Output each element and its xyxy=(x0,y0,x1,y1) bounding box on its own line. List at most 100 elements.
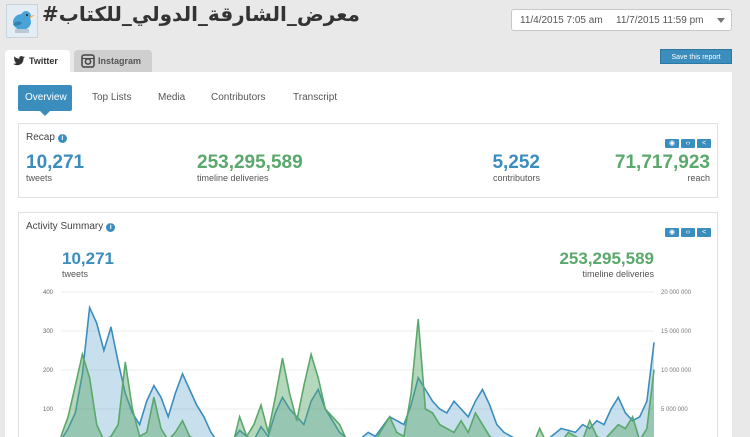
data-point xyxy=(553,433,555,435)
subtab-overview[interactable]: Overview xyxy=(18,85,72,116)
data-point xyxy=(539,427,541,430)
chevron-down-icon[interactable] xyxy=(717,18,725,23)
data-point xyxy=(196,404,198,406)
data-point xyxy=(67,427,69,430)
data-point xyxy=(74,385,76,387)
y-left-tick-label: 300 xyxy=(43,329,54,335)
series-line-tweets xyxy=(62,304,655,437)
data-point xyxy=(153,396,155,398)
data-point xyxy=(174,431,176,433)
data-point xyxy=(339,424,341,426)
data-point xyxy=(424,408,426,410)
data-point xyxy=(67,416,69,418)
data-point xyxy=(446,427,448,430)
data-point xyxy=(274,412,276,414)
twitter-bird-icon xyxy=(13,56,25,66)
date-start: 11/4/2015 7:05 am xyxy=(520,15,603,26)
data-point xyxy=(446,412,448,414)
recap-metric-timeline-deliveries: 253,295,589 timeline deliveries xyxy=(197,152,303,184)
code-icon[interactable]: ‹› xyxy=(681,139,695,148)
data-point xyxy=(617,396,619,398)
data-point xyxy=(646,400,648,402)
metric-label: reach xyxy=(687,173,710,183)
share-icon[interactable]: < xyxy=(697,228,711,237)
metric-label: contributors xyxy=(492,173,540,183)
data-point xyxy=(153,385,155,387)
data-point xyxy=(460,408,462,410)
recap-card: Recap i ◉ ‹› < 10,271 tweets 253,295,589 ti… xyxy=(18,123,718,198)
data-point xyxy=(160,427,162,430)
data-point xyxy=(410,392,412,394)
page-title: #معرض_الشارقة_الدولي_للكتاب xyxy=(42,2,360,26)
info-icon[interactable]: i xyxy=(106,223,116,232)
subtab-transcript[interactable]: Transcript xyxy=(293,92,338,103)
data-point xyxy=(103,349,105,352)
data-point xyxy=(96,424,98,426)
eye-icon[interactable]: ◉ xyxy=(665,139,679,148)
eye-icon[interactable]: ◉ xyxy=(665,228,679,237)
data-point xyxy=(639,416,641,418)
data-point xyxy=(574,431,577,433)
recap-actions: ◉ ‹› < xyxy=(663,132,711,150)
data-point xyxy=(303,424,305,426)
data-point xyxy=(582,424,584,426)
y-right-tick-label: 15 000 000 xyxy=(661,329,692,335)
y-right-tick-label: 10 000 000 xyxy=(661,368,692,374)
data-point xyxy=(467,431,469,433)
tab-instagram[interactable]: Instagram xyxy=(74,50,152,72)
activity-actions: ◉ ‹› < xyxy=(663,221,711,239)
data-point xyxy=(589,427,591,430)
subtab-top-lists[interactable]: Top Lists xyxy=(92,92,132,103)
subtab-media[interactable]: Media xyxy=(158,92,186,103)
series-line-timeline-deliveries xyxy=(60,319,655,437)
data-point xyxy=(189,388,191,391)
data-point xyxy=(467,416,469,418)
data-point xyxy=(431,400,434,402)
data-point xyxy=(381,427,384,430)
metric-label: timeline deliveries xyxy=(582,269,654,279)
tab-twitter-label: Twitter xyxy=(29,56,58,66)
data-point xyxy=(89,377,91,379)
date-range-picker[interactable]: 11/4/2015 7:05 am 11/7/2015 11:59 pm xyxy=(511,9,732,31)
metric-value: 253,295,589 xyxy=(197,152,303,173)
data-point xyxy=(239,416,241,418)
recap-metric-reach: 71,717,923 reach xyxy=(615,153,710,184)
subtab-contributors[interactable]: Contributors xyxy=(211,92,266,103)
tab-twitter[interactable]: Twitter xyxy=(5,50,70,72)
data-point xyxy=(489,404,491,406)
activity-summary-card: Activity Summary i ◉ ‹› < 10,271 tweets 253… xyxy=(18,212,718,437)
data-point xyxy=(303,385,305,387)
data-point xyxy=(203,416,205,418)
data-point xyxy=(560,427,562,430)
data-point xyxy=(474,412,476,414)
metric-value: 10,271 xyxy=(26,152,85,173)
data-point xyxy=(281,396,284,398)
metric-value: 253,295,589 xyxy=(559,249,654,268)
data-point xyxy=(317,377,319,379)
hashtag-avatar xyxy=(6,4,38,38)
data-point xyxy=(81,353,83,355)
data-point xyxy=(439,424,441,426)
data-point xyxy=(453,400,455,402)
data-point xyxy=(267,431,269,433)
share-icon[interactable]: < xyxy=(697,139,711,148)
data-point xyxy=(117,424,119,426)
save-report-button[interactable]: Save this report xyxy=(660,49,732,64)
activity-title-text: Activity Summary xyxy=(26,221,104,232)
metric-label: tweets xyxy=(26,173,53,183)
data-point xyxy=(417,377,419,379)
activity-metric-deliveries: 253,295,589 timeline deliveries xyxy=(559,249,654,279)
data-point xyxy=(117,361,119,363)
data-point xyxy=(632,416,634,418)
data-point xyxy=(81,373,83,375)
data-point xyxy=(624,427,627,430)
code-icon[interactable]: ‹› xyxy=(681,228,695,237)
data-point xyxy=(181,373,184,375)
data-point xyxy=(460,420,462,422)
data-point xyxy=(389,416,391,418)
data-point xyxy=(289,408,291,410)
data-point xyxy=(617,424,619,426)
info-icon[interactable]: i xyxy=(57,134,67,143)
data-point xyxy=(610,431,612,433)
data-point xyxy=(653,369,655,371)
